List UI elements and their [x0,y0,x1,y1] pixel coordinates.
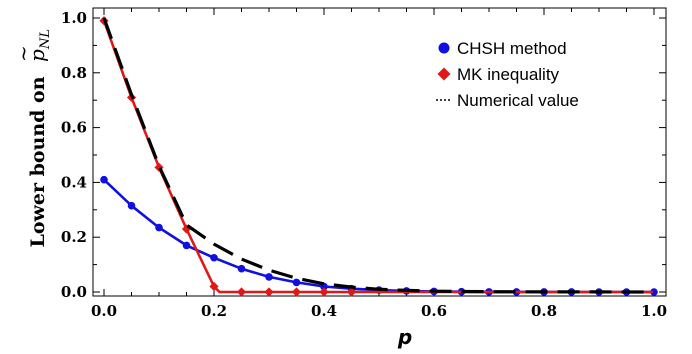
series-0-point-6 [265,273,273,281]
series-1-point-7 [291,287,302,297]
legend-item-2: Numerical value [436,91,579,110]
y-tick-label-4: 0.8 [61,64,87,82]
y-axis-label-subscript: NL [38,29,53,50]
series-1-point-8 [319,287,329,297]
plot-border [92,7,667,297]
y-tick-label-3: 0.6 [61,119,87,137]
y-axis-label-accent: ~ [11,45,35,62]
series-1 [99,16,654,297]
y-tick-label-2: 0.4 [61,173,87,191]
series-0 [100,175,658,296]
series-0-point-4 [210,253,218,262]
legend: CHSH method MK inequality Numerical value [436,39,579,110]
y-tick-label-5: 1.0 [61,9,87,27]
y-axis-label-symbol: p [25,49,49,62]
x-tick-label-5: 1.0 [641,302,667,320]
series-0-point-1 [127,201,136,210]
legend-label-1: MK inequality [457,65,560,84]
legend-item-1: MK inequality [437,65,560,84]
series-1-point-5 [236,287,247,297]
axis-ticks: 0.0 0.2 0.4 0.6 0.8 1.0 0.0 0.2 0.4 0.6 0.8 1.0 [61,8,667,320]
x-tick-label-4: 0.8 [531,302,557,320]
x-axis-label: p [397,325,412,349]
series-0-point-3 [182,241,191,250]
series-line-0 [103,178,654,294]
series-layer [99,16,658,297]
series-1-point-9 [346,287,357,297]
series-0-point-2 [155,223,163,232]
series-line-2 [102,17,655,294]
legend-item-0: CHSH method [438,39,567,58]
series-2 [102,17,655,294]
series-1-point-4 [209,281,219,292]
series-1-point-6 [264,287,274,297]
legend-label-0: CHSH method [457,39,567,58]
x-tick-label-0: 0.0 [91,302,117,320]
series-0-point-0 [100,175,108,184]
legend-swatch-1 [437,67,451,81]
plot-frame [92,7,667,297]
legend-swatch-0 [438,42,450,54]
y-tick-label-0: 0.0 [61,283,87,301]
y-tick-label-1: 0.2 [61,228,87,246]
x-tick-label-1: 0.2 [201,302,227,320]
y-axis-label-text: Lower bound on [27,76,49,247]
y-axis-label: Lower bound on p ~ NL [11,29,53,248]
legend-label-2: Numerical value [457,91,579,110]
series-0-point-5 [237,264,246,273]
x-tick-label-3: 0.6 [421,302,447,320]
x-tick-label-2: 0.4 [311,302,337,320]
series-0-point-7 [292,278,301,287]
series-line-1 [102,20,654,294]
